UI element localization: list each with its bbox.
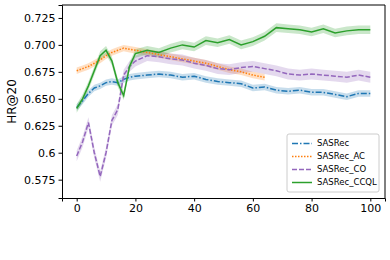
- x-axis-line: [63, 199, 386, 202]
- series-line: [77, 56, 371, 177]
- legend: SASRec SASRec_AC SASRec_CO SASRec_CCQL: [287, 134, 379, 192]
- legend-swatch: [292, 156, 312, 158]
- series-group: [77, 23, 371, 181]
- plot-area: 0 20 40 60 80 100 0.575 0.6 0.625 0.650 0.675 0.700…: [24, 5, 386, 215]
- x-axis: 0 20 40 60 80 100: [63, 198, 386, 215]
- y-tick: 0.725: [24, 12, 62, 25]
- y-tick: 0.700: [24, 39, 62, 52]
- x-tick-mark: [253, 198, 254, 202]
- x-tick-mark: [194, 198, 195, 202]
- chart: 0 20 40 60 80 100 0.575 0.6 0.625 0.650 0.675 0.700…: [0, 0, 390, 260]
- x-tick-label: 20: [129, 202, 143, 215]
- error-band: [77, 23, 371, 112]
- x-tick-label: 40: [188, 202, 202, 215]
- y-tick: 0.625: [24, 120, 62, 133]
- y-tick-mark: [59, 72, 63, 73]
- y-tick: 0.575: [24, 174, 62, 187]
- legend-label: SASRec_CCQL: [317, 177, 377, 187]
- x-tick-label: 0: [74, 202, 81, 215]
- x-tick-mark: [312, 198, 313, 202]
- x-tick: 80: [305, 198, 319, 215]
- legend-label: SASRec_AC: [317, 151, 365, 161]
- y-tick-label: 0.725: [24, 12, 56, 25]
- y-tick-mark: [59, 99, 63, 100]
- x-tick: 40: [188, 198, 202, 215]
- legend-label: SASRec: [317, 138, 350, 148]
- y-tick: 0.650: [24, 93, 62, 106]
- x-tick: 60: [246, 198, 260, 215]
- x-tick-label: 80: [305, 202, 319, 215]
- y-tick-label: 0.650: [24, 93, 56, 106]
- y-axis-line: [59, 6, 63, 199]
- x-tick-mark: [135, 198, 136, 202]
- y-axis-title: HR@20: [5, 79, 19, 124]
- y-tick-label: 0.625: [24, 120, 56, 133]
- series-line: [77, 28, 371, 109]
- legend-box: [287, 134, 379, 192]
- y-tick-mark: [59, 180, 63, 181]
- y-tick-label: 0.675: [24, 66, 56, 79]
- legend-swatch: [292, 143, 312, 145]
- x-tick: 0: [74, 198, 81, 215]
- y-tick-mark: [59, 18, 63, 19]
- series-line: [77, 48, 265, 77]
- y-tick-label: 0.700: [24, 39, 56, 52]
- y-tick: 0.6: [38, 147, 62, 160]
- y-tick-mark: [59, 153, 63, 154]
- legend-swatch: [292, 182, 312, 184]
- y-tick-mark: [59, 45, 63, 46]
- legend-label: SASRec_CO: [317, 164, 366, 174]
- frame-top: [62, 5, 385, 6]
- x-tick: 20: [129, 198, 143, 215]
- x-tick-mark: [370, 198, 371, 202]
- y-tick: 0.675: [24, 66, 62, 79]
- x-tick-label: 100: [360, 202, 381, 215]
- x-tick-mark: [77, 198, 78, 202]
- y-tick-mark: [59, 126, 63, 127]
- y-axis: 0.575 0.6 0.625 0.650 0.675 0.700 0.725: [24, 6, 63, 199]
- y-tick-label: 0.575: [24, 174, 56, 187]
- y-tick-label: 0.6: [38, 147, 56, 160]
- x-tick-label: 60: [246, 202, 260, 215]
- x-tick: 100: [360, 198, 381, 215]
- legend-swatch: [292, 169, 312, 171]
- frame-right: [385, 5, 386, 198]
